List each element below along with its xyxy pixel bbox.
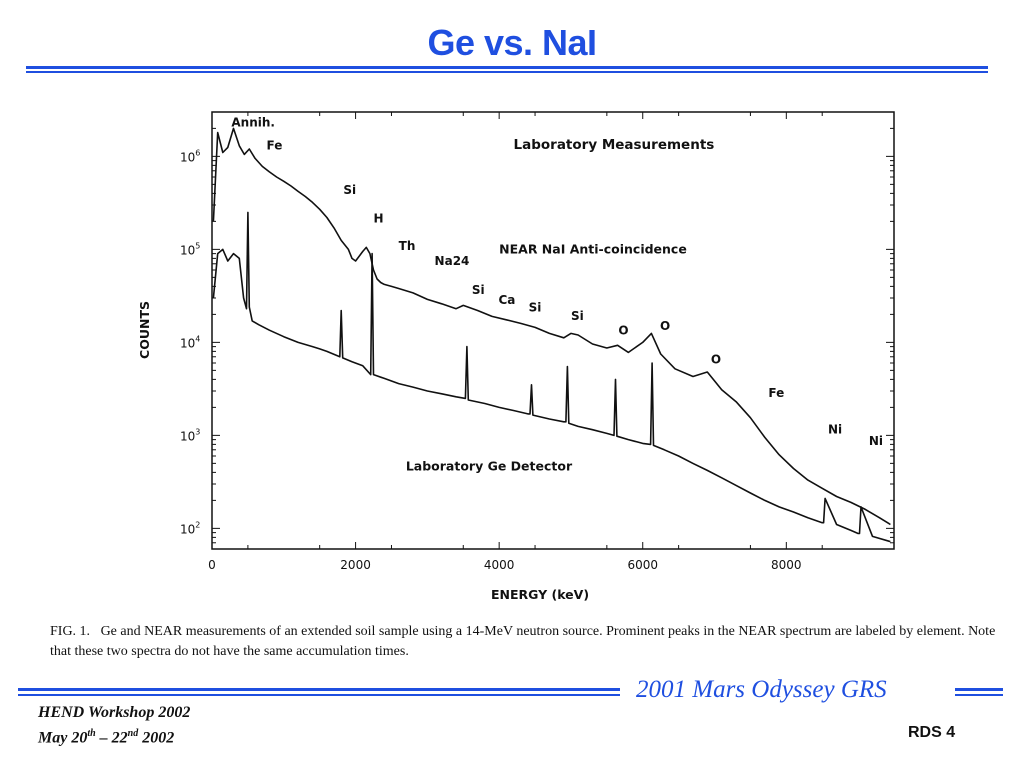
y-axis-label: COUNTS <box>137 301 152 359</box>
y-tick-labels: 102 103 104 105 106 <box>180 148 200 536</box>
peak-label-15: Ni <box>869 434 883 448</box>
title-rule-bottom <box>26 71 988 73</box>
peak-label-11: O <box>660 319 670 333</box>
peak-label-10: O <box>618 323 628 337</box>
y-tick-label-1: 103 <box>180 427 200 443</box>
series-line-0 <box>212 127 891 526</box>
date-start-suffix: th <box>87 728 96 739</box>
title-rule-top <box>26 66 988 69</box>
date-start: May 20 <box>38 729 88 747</box>
annotations-group: Laboratory Measurements NEAR NaI Anti-coi… <box>406 137 714 473</box>
peak-label-8: Si <box>529 300 542 314</box>
peak-label-2: Si <box>343 183 356 197</box>
peak-label-9: Si <box>571 309 584 323</box>
peak-label-6: Si <box>472 283 485 297</box>
footer-rule-left-bottom <box>18 694 620 696</box>
peak-label-3: H <box>374 211 384 225</box>
chart-annotation-1: NEAR NaI Anti-coincidence <box>499 242 687 257</box>
footer-rule-left-top <box>18 688 620 691</box>
date-end-suffix: nd <box>127 728 139 739</box>
date-separator: – 22 <box>95 729 128 747</box>
chart-annotation-2: Laboratory Ge Detector <box>406 458 573 473</box>
footer-rule-right-top <box>955 688 1003 691</box>
footer-rule-right-bottom <box>955 694 1003 696</box>
caption-text: Ge and NEAR measurements of an extended … <box>50 624 996 659</box>
x-tick-label-3: 6000 <box>627 558 658 572</box>
date-year: 2002 <box>138 729 175 747</box>
caption-label: FIG. 1. <box>50 624 91 639</box>
series-line-1 <box>212 211 891 543</box>
y-tick-label-0: 102 <box>180 520 200 536</box>
peak-label-12: O <box>711 353 721 367</box>
peak-label-5: Na24 <box>435 254 470 268</box>
footer-title: 2001 Mars Odyssey GRS <box>636 676 887 703</box>
series-group <box>212 127 891 543</box>
workshop-dates: May 20th – 22nd 2002 <box>38 723 190 748</box>
x-axis-label: ENERGY (keV) <box>491 587 589 602</box>
peak-label-14: Ni <box>828 422 842 436</box>
y-tick-label-3: 105 <box>180 241 200 257</box>
peak-label-1: Fe <box>267 139 283 153</box>
x-tick-label-4: 8000 <box>771 558 802 572</box>
figure-caption: FIG. 1. Ge and NEAR measurements of an e… <box>50 622 1000 662</box>
peak-labels-group: Annih. Fe Si H Th Na24 Si Ca Si Si O O O Fe Ni Ni <box>231 115 883 447</box>
y-tick-label-2: 104 <box>180 334 200 350</box>
x-tick-label-0: 0 <box>208 558 216 572</box>
axis-ticks <box>211 112 894 550</box>
workshop-name: HEND Workshop 2002 <box>38 704 191 721</box>
spectrum-chart: 0 2000 4000 6000 8000 102 103 104 105 106 Annih.… <box>137 111 895 602</box>
peak-label-13: Fe <box>768 386 784 400</box>
slide-title: Ge vs. NaI <box>427 22 597 63</box>
x-tick-label-1: 2000 <box>340 558 371 572</box>
peak-label-7: Ca <box>498 293 515 307</box>
peak-label-4: Th <box>399 239 416 253</box>
x-tick-label-2: 4000 <box>484 558 515 572</box>
x-tick-labels: 0 2000 4000 6000 8000 <box>208 558 801 572</box>
workshop-info: HEND Workshop 2002 May 20th – 22nd 2002 <box>38 702 190 748</box>
chart-annotation-0: Laboratory Measurements <box>514 137 715 153</box>
y-tick-label-4: 106 <box>180 148 200 164</box>
slide-number: RDS 4 <box>908 724 956 741</box>
plot-frame <box>211 111 895 550</box>
peak-label-0: Annih. <box>231 115 275 129</box>
